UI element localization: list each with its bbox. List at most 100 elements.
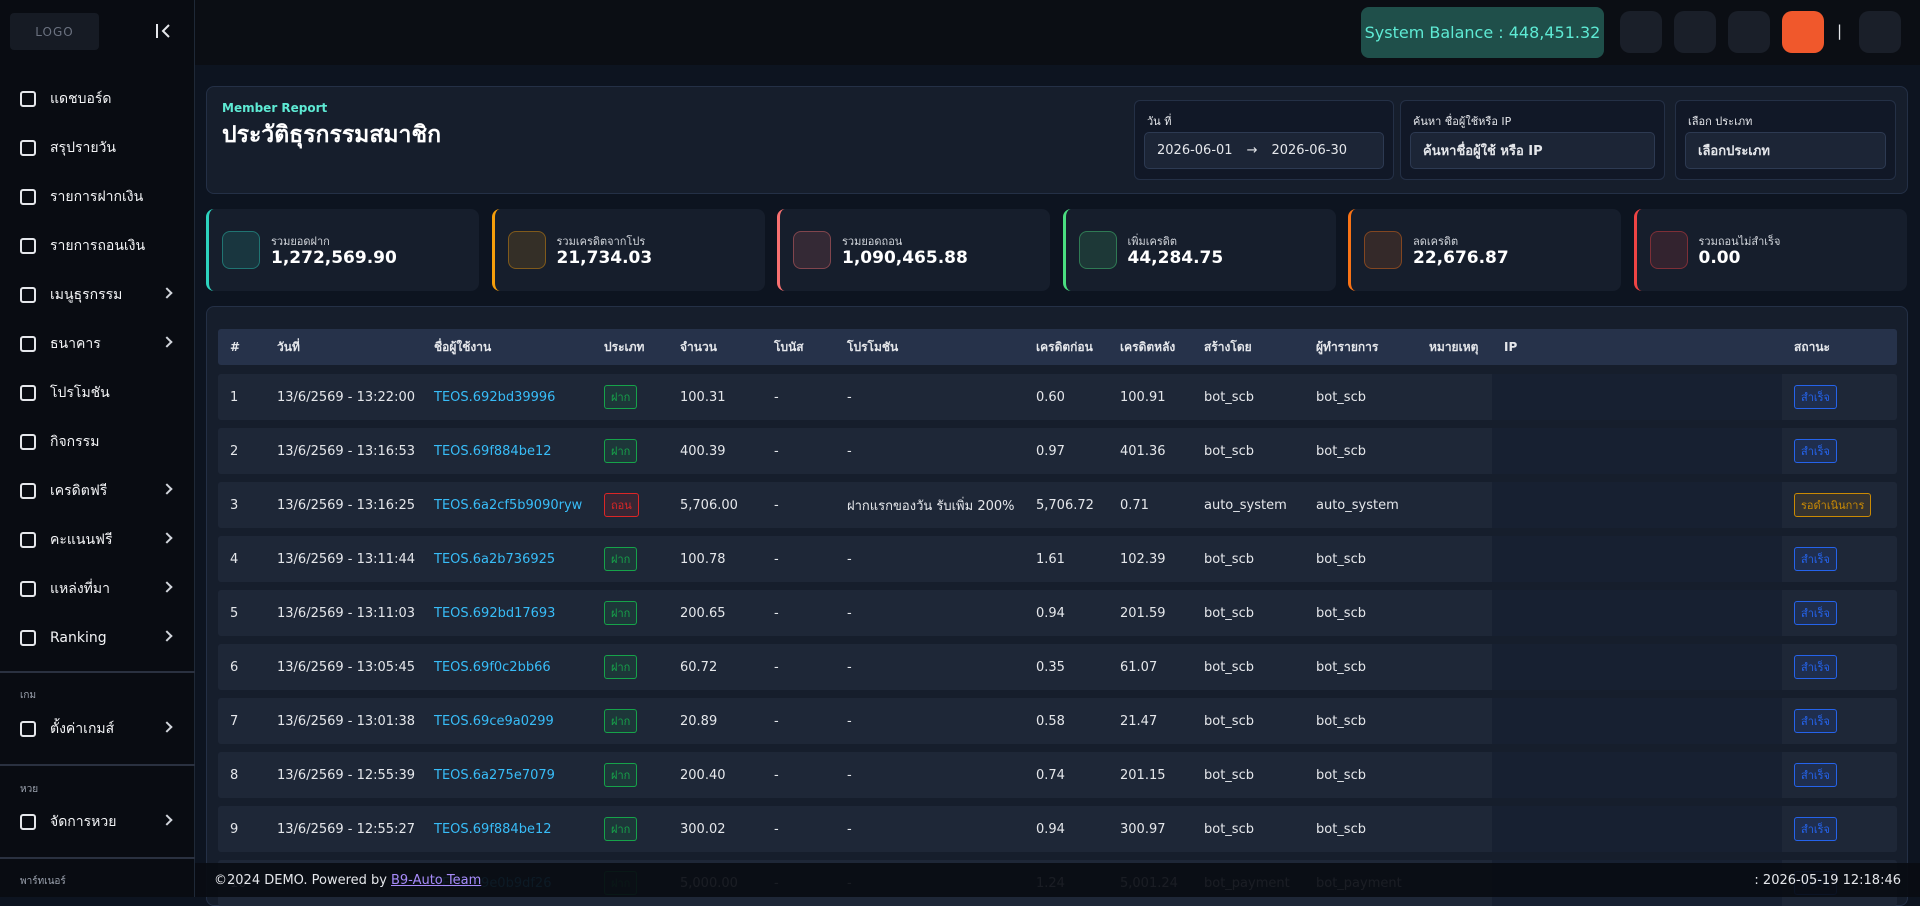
date-range-input[interactable]: 2026-06-01 → 2026-06-30 [1144,132,1384,169]
menu-item[interactable]: โปรโมชัน [0,373,195,413]
header-panel: Member Report ประวัติธุรกรรมสมาชิก วัน ท… [206,86,1908,194]
cell: TEOS.6a2cf5b9090ryw [422,498,592,513]
menu-item[interactable]: กิจกรรม [0,422,195,462]
cell-text: 20.89 [680,713,718,729]
cell-text: auto_system [1316,497,1399,513]
cell: bot_scb [1304,390,1417,405]
cell: - [835,444,1024,459]
column-header: หมายเหตุ [1429,339,1479,354]
username-link[interactable]: TEOS.692bd39996 [434,389,556,405]
cell: TEOS.6a2b736925 [422,552,592,567]
cell: 0.74 [1024,768,1108,783]
cell: ฝาก [592,763,668,787]
cell-text: 13/6/2569 - 12:55:39 [277,767,415,783]
search-input[interactable]: ค้นหาชื่อผู้ใช้ หรือ IP [1410,132,1655,169]
menu-item[interactable]: รายการถอนเงิน [0,226,195,266]
username-link[interactable]: TEOS.6a2cf5b9090ryw [434,497,583,513]
page-title: ประวัติธุรกรรมสมาชิก [222,122,441,148]
username-link[interactable]: TEOS.69ce9a0299 [434,713,554,729]
username-link[interactable]: TEOS.692bd17693 [434,605,556,621]
cell: 401.36 [1108,444,1192,459]
logo: LOGO [10,13,99,50]
alert-button[interactable] [1782,11,1824,53]
username-link[interactable]: TEOS.69f884be12 [434,821,552,837]
menu-item[interactable]: แหล่งที่มา [0,569,195,609]
cell: 6 [218,660,265,675]
type-select[interactable]: เลือกประเภท [1685,132,1886,169]
username-link[interactable]: TEOS.69f0c2bb66 [434,659,551,675]
cell: 201.15 [1108,768,1192,783]
theme-button[interactable] [1620,11,1662,53]
cell-text: - [847,389,852,405]
cell-text: bot_scb [1316,767,1366,783]
menu-item[interactable]: ตั้งค่าเกมส์ [0,709,195,749]
filter-label: วัน ที่ [1147,115,1172,128]
cell-text: 100.91 [1120,389,1166,405]
username-link[interactable]: TEOS.6a2b736925 [434,551,556,567]
menu-item[interactable]: สรุปรายวัน [0,128,195,168]
menu-item[interactable]: ธนาคาร [0,324,195,364]
cell: - [762,552,835,567]
menu-item[interactable]: คะแนนฟรี [0,520,195,560]
column-header: โปรโมชัน [847,339,899,354]
column-header: วันที่ [277,339,300,354]
column-header: สถานะ [1794,339,1830,354]
menu-icon [20,385,36,401]
cell: - [762,390,835,405]
menu-label: แหล่งที่มา [50,581,110,597]
cell: - [835,606,1024,621]
cell: bot_scb [1304,768,1417,783]
menu-icon [20,814,36,830]
cell-text: bot_scb [1204,389,1254,405]
menu-item[interactable]: เมนูธุรกรรม [0,275,195,315]
stat-label: ลดเครดิต [1413,235,1459,248]
cell: TEOS.69f0c2bb66 [422,660,592,675]
cell: TEOS.69ce9a0299 [422,714,592,729]
cell-text: 61.07 [1120,659,1158,675]
cell: ฝากแรกของวัน รับเพิ่ม 200% [835,495,1024,516]
cell: TEOS.692bd39996 [422,390,592,405]
menu-item[interactable]: รายการฝากเงิน [0,177,195,217]
username-link[interactable]: TEOS.69f884be12 [434,443,552,459]
cell-text: 7 [230,713,239,729]
menu-item[interactable]: เครดิตฟรี [0,471,195,511]
section-title: หวย [20,784,39,795]
type-filter: เลือก ประเภท เลือกประเภท [1675,100,1896,180]
stat-card: รวมยอดฝาก 1,272,569.90 [206,209,479,291]
cell-text: 201.59 [1120,605,1166,621]
cell: 13/6/2569 - 12:55:27 [265,822,422,837]
cell: 60.72 [668,660,762,675]
table-row: 7 13/6/2569 - 13:01:38 TEOS.69ce9a0299 ฝาก 2… [218,698,1897,744]
menu-item[interactable]: แดชบอร์ด [0,79,195,119]
chevron [161,287,173,299]
menu-item[interactable]: Ranking [0,618,195,658]
collapse-button[interactable] [155,22,173,40]
divider [0,857,195,859]
stat-card: รวมเครดิตจากโปร 21,734.03 [491,209,765,291]
cell: 20.89 [668,714,762,729]
type-badge: ถอน [604,493,639,517]
menu-icon [20,483,36,499]
cell: - [762,660,835,675]
column-header: IP [1504,340,1518,354]
username-link[interactable]: TEOS.6a275e7079 [434,767,555,783]
language-button[interactable] [1674,11,1716,53]
cell: 201.59 [1108,606,1192,621]
cell: 3 [218,498,265,513]
cell [1492,644,1782,690]
notification-button[interactable] [1728,11,1770,53]
status-badge: สำเร็จ [1794,601,1838,625]
cell: ฝาก [592,547,668,571]
cell: สำเร็จ [1782,655,1897,679]
footer-link[interactable]: B9-Auto Team [390,872,482,888]
cell-text: - [847,605,852,621]
column-header: ชื่อผู้ใช้งาน [434,339,492,354]
cell: 13/6/2569 - 13:16:25 [265,498,422,513]
select-value: เลือกประเภท [1698,144,1770,159]
menu-icon [20,238,36,254]
menu-item[interactable]: จัดการหวย [0,802,195,842]
stat-card: เพิ่มเครดิต 44,284.75 [1062,209,1336,291]
cell-text: 102.39 [1120,551,1166,567]
logout-button[interactable] [1859,11,1901,53]
section-title: พาร์ทเนอร์ [20,876,66,887]
